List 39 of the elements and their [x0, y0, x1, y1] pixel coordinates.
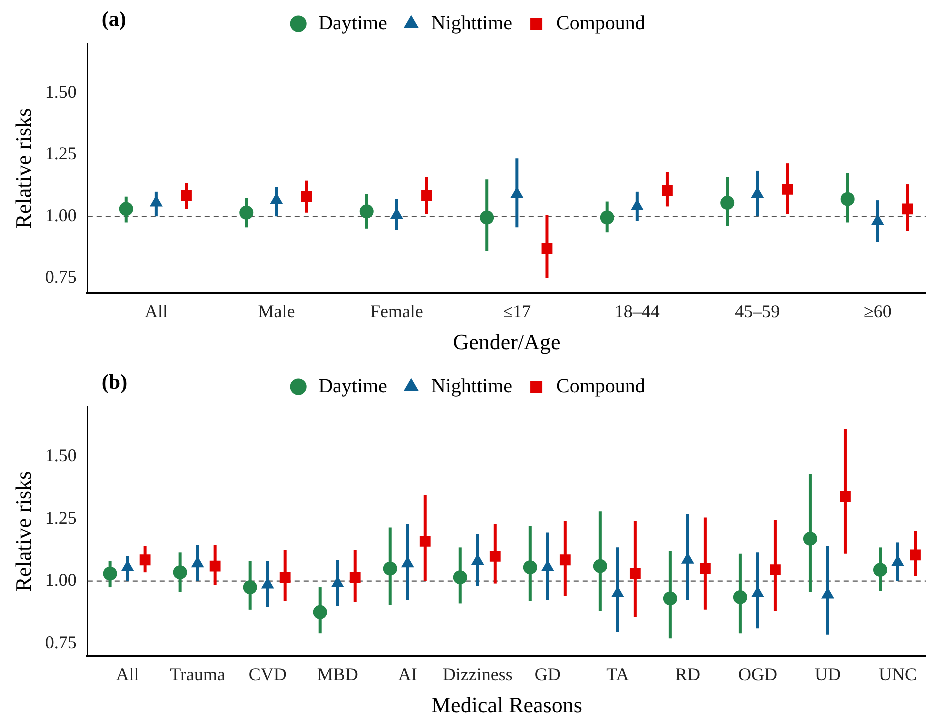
x-tick-label: 45–59 [735, 302, 780, 322]
x-tick-label: Female [370, 302, 424, 322]
y-tick-label: 1.50 [45, 82, 77, 102]
y-tick-label: 0.75 [45, 632, 77, 652]
x-tick-label: UNC [878, 664, 917, 685]
y-tick-label: 1.00 [45, 205, 77, 226]
x-tick-label: All [116, 664, 140, 685]
x-axis-title: Gender/Age [453, 330, 561, 355]
x-tick-label: RD [675, 664, 700, 685]
x-tick-label: GD [534, 664, 561, 685]
legend-label: Compound [556, 12, 646, 34]
x-tick-label: OGD [738, 664, 778, 685]
y-tick-label: 1.50 [45, 446, 77, 466]
x-tick-label: UD [814, 664, 841, 685]
legend-label: Daytime [318, 12, 388, 34]
y-tick-label: 1.25 [45, 144, 77, 164]
x-tick-label: CVD [248, 664, 287, 685]
x-tick-label: ≤17 [503, 302, 532, 322]
legend-label: Nighttime [431, 12, 513, 34]
x-tick-label: Male [258, 302, 296, 322]
legend-label: Compound [556, 375, 646, 398]
chart-title: (b) [102, 370, 128, 394]
legend-label: Nighttime [431, 375, 513, 398]
x-axis-title: Medical Reasons [431, 692, 582, 718]
x-tick-label: All [144, 302, 168, 322]
x-tick-label: Dizziness [442, 664, 513, 685]
y-tick-label: 1.25 [45, 508, 77, 528]
x-tick-label: AI [398, 664, 418, 685]
chart-title: (a) [102, 6, 126, 31]
y-axis-title: Relative risks [10, 471, 36, 592]
x-tick-label: MBD [317, 664, 358, 685]
x-tick-label: TA [606, 664, 630, 685]
x-tick-label: 18–44 [614, 302, 660, 322]
x-tick-label: ≥60 [864, 302, 892, 322]
legend-label: Daytime [318, 375, 388, 398]
y-tick-label: 0.75 [45, 266, 77, 287]
x-tick-label: Trauma [170, 664, 226, 685]
y-tick-label: 1.00 [45, 570, 77, 590]
y-axis-title: Relative risks [10, 108, 36, 229]
